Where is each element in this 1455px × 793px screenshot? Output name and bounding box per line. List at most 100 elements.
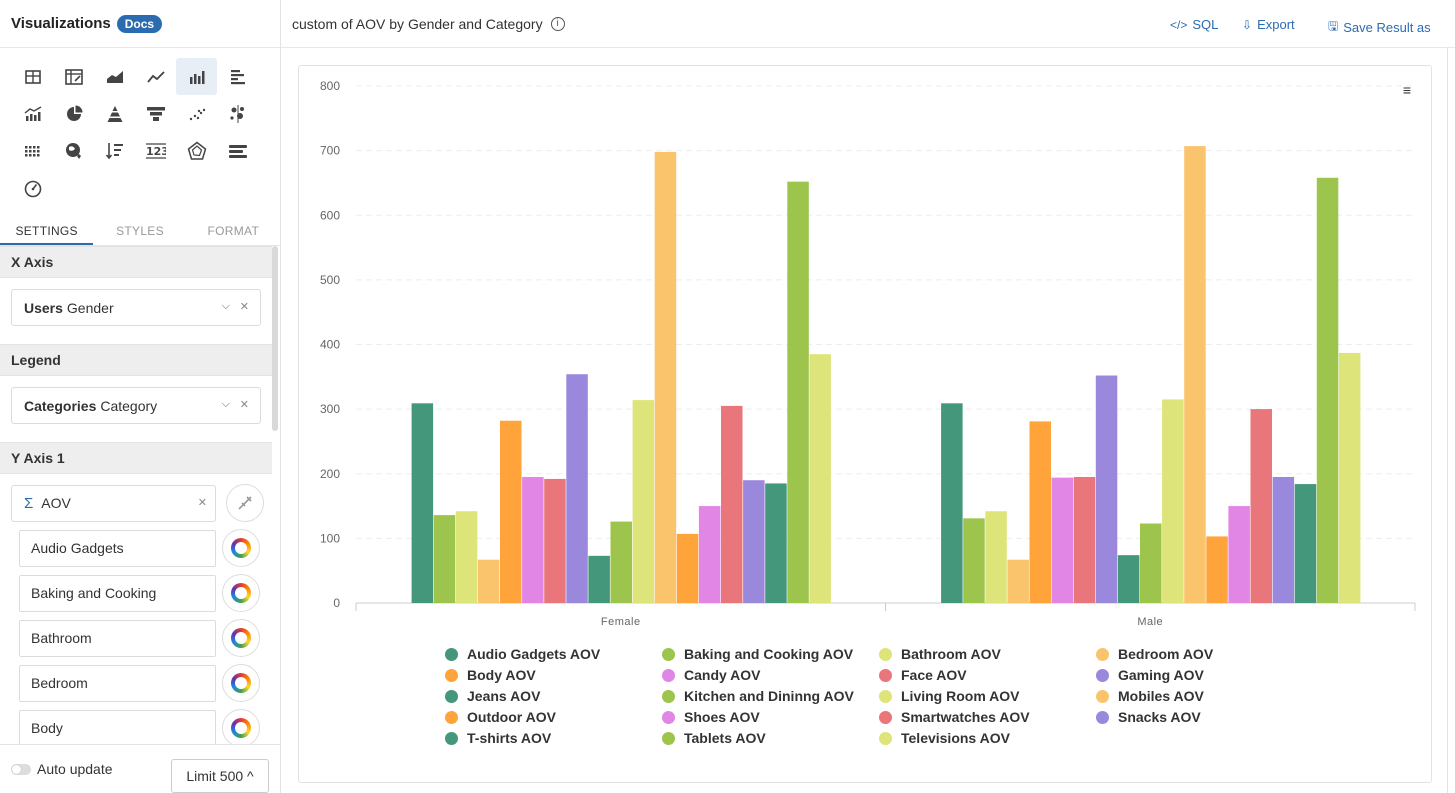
tab-format[interactable]: FORMAT: [207, 224, 260, 238]
legend-item[interactable]: Body AOV: [445, 667, 662, 683]
save-result-button[interactable]: 🖫 Save Result as: [1328, 17, 1431, 38]
geo-map-viz-button[interactable]: [53, 132, 94, 169]
bar[interactable]: [522, 476, 544, 603]
column-chart-viz-button[interactable]: [176, 58, 217, 95]
color-picker-button[interactable]: [222, 619, 260, 657]
bar[interactable]: [698, 506, 721, 603]
bar[interactable]: [632, 400, 655, 603]
bar[interactable]: [654, 151, 677, 603]
legend-item[interactable]: Bedroom AOV: [1096, 646, 1313, 662]
bar[interactable]: [477, 559, 500, 603]
pivot-table-viz-button[interactable]: [53, 58, 94, 95]
series-name[interactable]: Bedroom: [19, 664, 216, 702]
bar-chart-viz-button[interactable]: [217, 58, 258, 95]
bar[interactable]: [676, 533, 699, 603]
color-picker-button[interactable]: [222, 529, 260, 567]
bar[interactable]: [1316, 177, 1339, 603]
line-chart-viz-button[interactable]: [135, 58, 176, 95]
chevron-down-icon[interactable]: ⌵: [221, 300, 230, 312]
limit-button[interactable]: Limit 500 ^: [171, 759, 269, 793]
tab-styles[interactable]: STYLES: [116, 224, 164, 238]
bar[interactable]: [1073, 476, 1096, 603]
legend-item[interactable]: Snacks AOV: [1096, 709, 1313, 725]
legend-item[interactable]: Smartwatches AOV: [879, 709, 1096, 725]
legend-item[interactable]: Jeans AOV: [445, 688, 662, 704]
legend-item[interactable]: Living Room AOV: [879, 688, 1096, 704]
series-name[interactable]: Body: [19, 709, 216, 744]
scatter-chart-viz-button[interactable]: [176, 95, 217, 132]
legend-item[interactable]: Gaming AOV: [1096, 667, 1313, 683]
heatmap-viz-button[interactable]: [12, 132, 53, 169]
legend-item[interactable]: Mobiles AOV: [1096, 688, 1313, 704]
measure-settings-button[interactable]: [226, 484, 264, 522]
color-picker-button[interactable]: [222, 664, 260, 702]
bar[interactable]: [1140, 523, 1162, 603]
legend-item[interactable]: Candy AOV: [662, 667, 879, 683]
bullet-chart-viz-button[interactable]: [217, 132, 258, 169]
bar[interactable]: [610, 521, 633, 603]
y-axis-measure-select[interactable]: Σ AOV ✕: [11, 484, 216, 522]
bubble-chart-viz-button[interactable]: [217, 95, 258, 132]
x-axis-field-select[interactable]: Users Gender ⌵ ✕: [11, 289, 261, 326]
tab-settings[interactable]: SETTINGS: [0, 214, 94, 245]
combo-chart-viz-button[interactable]: [12, 95, 53, 132]
legend-item[interactable]: Tablets AOV: [662, 730, 879, 746]
auto-update-toggle[interactable]: [11, 763, 31, 775]
chart-menu-icon[interactable]: ≡: [1402, 82, 1411, 98]
bar[interactable]: [1117, 555, 1140, 603]
clear-icon[interactable]: ✕: [239, 301, 249, 313]
bar[interactable]: [1007, 559, 1029, 603]
bar[interactable]: [566, 374, 588, 603]
bar[interactable]: [1228, 506, 1250, 603]
legend-item[interactable]: Televisions AOV: [879, 730, 1096, 746]
bar[interactable]: [787, 181, 809, 603]
funnel-chart-viz-button[interactable]: [135, 95, 176, 132]
bar[interactable]: [941, 403, 963, 603]
gauge-viz-button[interactable]: [12, 169, 53, 206]
legend-item[interactable]: Shoes AOV: [662, 709, 879, 725]
chevron-down-icon[interactable]: ⌵: [221, 398, 230, 410]
bar[interactable]: [1184, 146, 1206, 603]
bar[interactable]: [1051, 477, 1074, 603]
bar[interactable]: [963, 518, 985, 603]
bar[interactable]: [1250, 409, 1273, 603]
bar[interactable]: [1294, 484, 1317, 603]
bar[interactable]: [985, 511, 1007, 603]
bar[interactable]: [455, 511, 478, 603]
sorted-list-viz-button[interactable]: [94, 132, 135, 169]
radar-chart-viz-button[interactable]: [176, 132, 217, 169]
info-icon[interactable]: i: [550, 16, 565, 31]
legend-item[interactable]: Baking and Cooking AOV: [662, 646, 879, 662]
area-chart-viz-button[interactable]: [94, 58, 135, 95]
bar[interactable]: [721, 405, 743, 603]
export-button[interactable]: ⇩ Export: [1242, 17, 1295, 32]
bar[interactable]: [544, 478, 566, 603]
color-picker-button[interactable]: [222, 574, 260, 612]
legend-item[interactable]: T-shirts AOV: [445, 730, 662, 746]
pie-chart-viz-button[interactable]: [53, 95, 94, 132]
bar[interactable]: [433, 515, 456, 603]
docs-badge[interactable]: Docs: [116, 14, 163, 33]
clear-icon[interactable]: ✕: [239, 399, 249, 411]
legend-field-select[interactable]: Categories Category ⌵ ✕: [11, 387, 261, 424]
bar[interactable]: [1206, 536, 1228, 603]
number-metric-viz-button[interactable]: 123: [135, 132, 176, 169]
bar[interactable]: [500, 420, 522, 603]
legend-item[interactable]: Face AOV: [879, 667, 1096, 683]
legend-item[interactable]: Bathroom AOV: [879, 646, 1096, 662]
series-name[interactable]: Audio Gadgets: [19, 529, 216, 567]
table-chart-viz-button[interactable]: [12, 58, 53, 95]
bar[interactable]: [411, 403, 434, 603]
sql-button[interactable]: </> SQL: [1170, 17, 1218, 32]
bar[interactable]: [765, 483, 787, 603]
bar[interactable]: [1162, 399, 1184, 603]
bar[interactable]: [809, 354, 831, 603]
clear-icon[interactable]: ✕: [197, 496, 207, 509]
pyramid-chart-viz-button[interactable]: [94, 95, 135, 132]
settings-scrollbar[interactable]: [272, 246, 278, 431]
bar[interactable]: [1029, 421, 1052, 603]
legend-item[interactable]: Audio Gadgets AOV: [445, 646, 662, 662]
bar[interactable]: [1272, 476, 1295, 603]
bar[interactable]: [1095, 375, 1118, 603]
legend-item[interactable]: Kitchen and Dininng AOV: [662, 688, 879, 704]
